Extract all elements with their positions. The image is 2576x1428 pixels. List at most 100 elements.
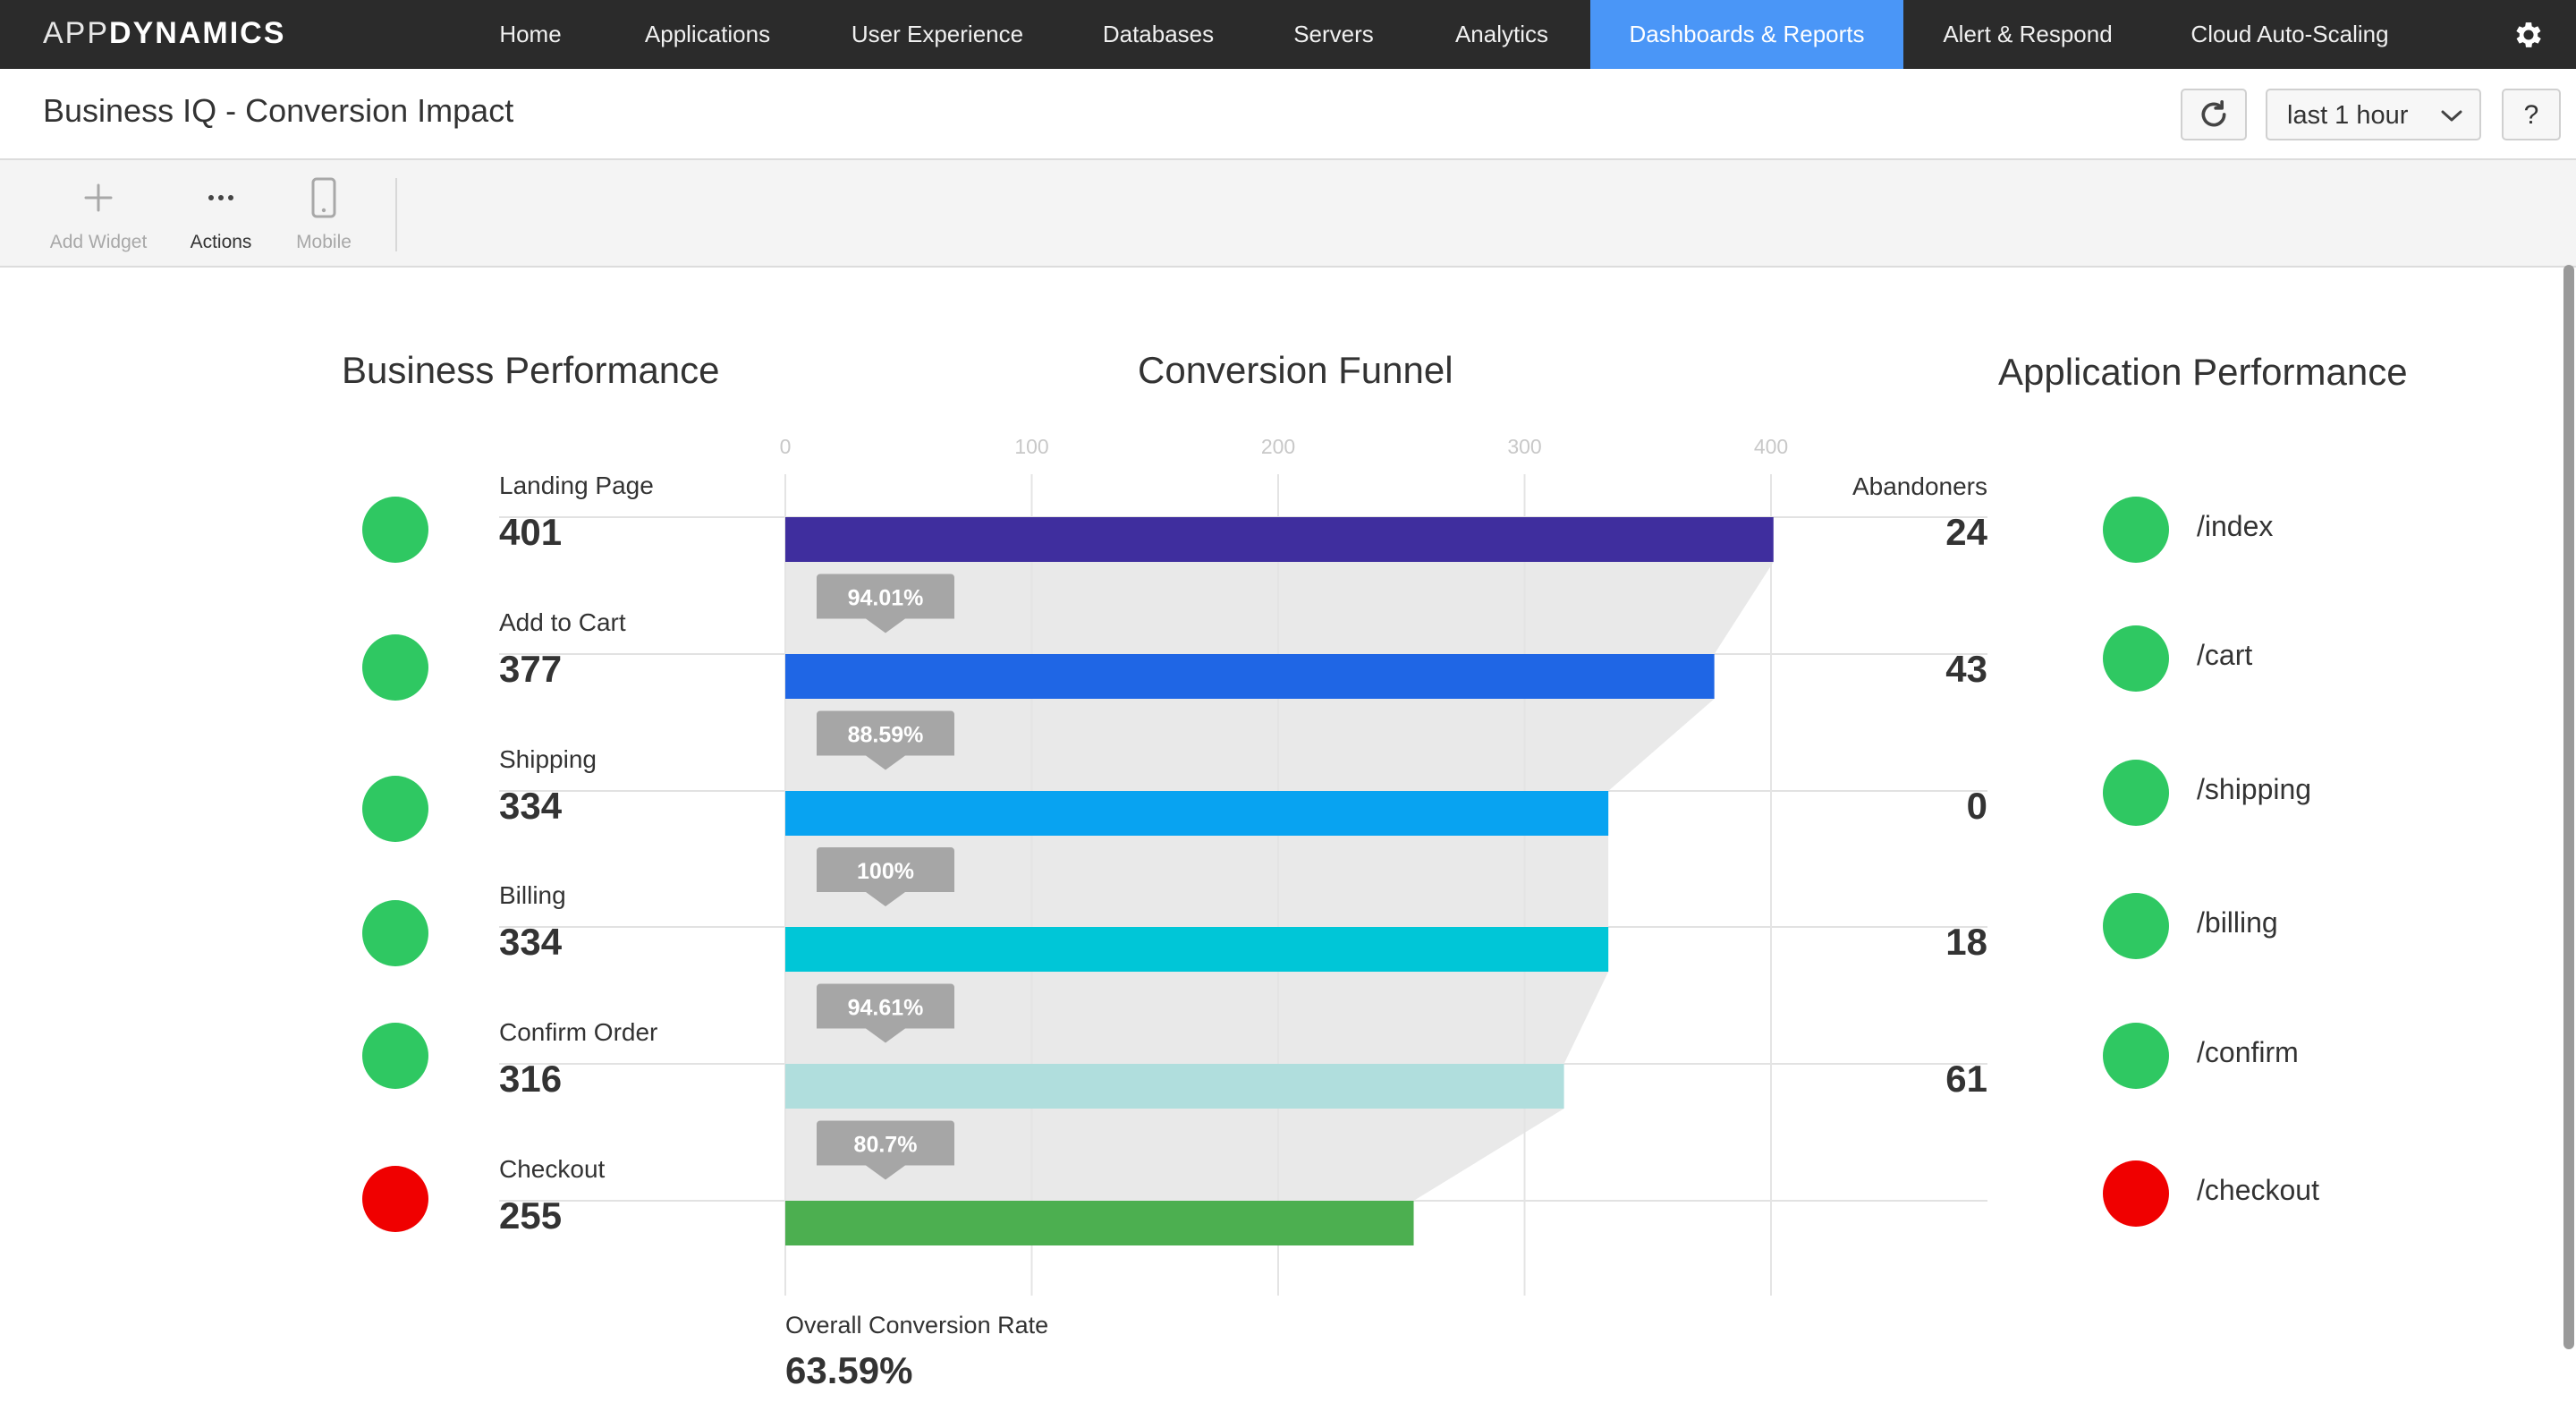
- x-tick-label: 400: [1754, 435, 1788, 458]
- nav-dashboards-reports[interactable]: Dashboards & Reports: [1590, 0, 1903, 69]
- nav-user-experience[interactable]: User Experience: [851, 21, 1024, 47]
- business-performance-title: Business Performance: [342, 349, 720, 391]
- step-label: Billing: [499, 881, 566, 909]
- conversion-rate-badge: [817, 1120, 954, 1180]
- actions-label: Actions: [190, 232, 252, 252]
- overall-conversion-rate-label: Overall Conversion Rate: [785, 1312, 1049, 1339]
- funnel-bar: [785, 927, 1609, 972]
- business-status-dot: [362, 1023, 428, 1089]
- conversion-rate-badge: [817, 847, 954, 906]
- help-button[interactable]: ?: [2502, 89, 2561, 140]
- app-endpoint-link[interactable]: /shipping: [2197, 773, 2312, 805]
- step-value: 401: [499, 511, 563, 553]
- nav-alert-respond[interactable]: Alert & Respond: [1943, 21, 2113, 47]
- app-status-dot: [2103, 1023, 2169, 1089]
- conversion-rate-badge: [817, 983, 954, 1043]
- abandoner-count: 0: [1966, 785, 1987, 827]
- app-status-dot: [2103, 1160, 2169, 1227]
- step-value: 377: [499, 648, 563, 690]
- nav-cloud-auto-scaling[interactable]: Cloud Auto-Scaling: [2190, 21, 2389, 47]
- funnel-connector: [785, 836, 1609, 927]
- plus-icon: [84, 183, 113, 212]
- step-label: Checkout: [499, 1155, 606, 1183]
- app-status-dot: [2103, 625, 2169, 692]
- refresh-button[interactable]: [2181, 89, 2247, 140]
- add-widget-label: Add Widget: [49, 232, 148, 252]
- conversion-rate-label: 80.7%: [854, 1133, 918, 1158]
- app-status-dot: [2103, 893, 2169, 959]
- conversion-rate-label: 88.59%: [848, 723, 924, 748]
- conversion-rate-label: 100%: [857, 859, 914, 884]
- conversion-rate-label: 94.01%: [848, 586, 924, 611]
- actions-button[interactable]: Actions: [158, 174, 284, 253]
- title-bar: Business IQ - Conversion Impact last 1 h…: [0, 69, 2576, 160]
- funnel-connector: [785, 972, 1609, 1064]
- abandoner-count: 24: [1945, 511, 1987, 553]
- business-status-dot: [362, 900, 428, 966]
- abandoner-count: 18: [1945, 921, 1987, 963]
- conversion-rate-badge: [817, 710, 954, 770]
- x-tick-label: 0: [780, 435, 792, 458]
- funnel-connector: [785, 1109, 1564, 1201]
- abandoners-label: Abandoners: [1852, 472, 1987, 500]
- mobile-phone-icon: [311, 177, 336, 218]
- funnel-bar: [785, 1201, 1414, 1245]
- app-endpoint-link[interactable]: /checkout: [2197, 1174, 2319, 1206]
- app-endpoint-link[interactable]: /billing: [2197, 906, 2278, 939]
- step-value: 255: [499, 1194, 563, 1237]
- help-label: ?: [2523, 100, 2539, 130]
- app-endpoint-link[interactable]: /confirm: [2197, 1036, 2299, 1068]
- refresh-icon: [2201, 100, 2226, 127]
- step-value: 334: [499, 921, 563, 963]
- more-dots-icon: [208, 195, 233, 200]
- abandoner-count: 61: [1945, 1058, 1987, 1100]
- toolbar-divider: [395, 178, 397, 251]
- nav-servers[interactable]: Servers: [1293, 21, 1374, 47]
- application-performance-title: Application Performance: [1998, 351, 2408, 393]
- step-label: Shipping: [499, 745, 597, 773]
- nav-home[interactable]: Home: [499, 21, 562, 47]
- page-title: Business IQ - Conversion Impact: [43, 92, 514, 129]
- funnel-connector: [785, 699, 1715, 791]
- funnel-bar: [785, 791, 1609, 836]
- conversion-rate-label: 94.61%: [848, 996, 924, 1021]
- top-nav: APPDYNAMICS Home Applications User Exper…: [0, 0, 2576, 69]
- mobile-button[interactable]: Mobile: [261, 174, 386, 253]
- app-endpoint-link[interactable]: /cart: [2197, 639, 2253, 671]
- x-tick-label: 300: [1507, 435, 1541, 458]
- dashboard-toolbar: Add Widget Actions Mobile: [0, 160, 2576, 268]
- funnel-bar: [785, 517, 1774, 562]
- chevron-down-icon: [2441, 110, 2462, 122]
- brand-logo[interactable]: APPDYNAMICS: [43, 16, 286, 50]
- step-label: Landing Page: [499, 472, 654, 499]
- x-tick-label: 200: [1261, 435, 1295, 458]
- nav-databases[interactable]: Databases: [1102, 21, 1215, 47]
- vertical-scrollbar[interactable]: [2563, 265, 2574, 1349]
- business-status-dot: [362, 634, 428, 701]
- step-label: Add to Cart: [499, 608, 626, 636]
- overall-conversion-rate-value: 63.59%: [785, 1349, 913, 1391]
- nav-applications[interactable]: Applications: [644, 21, 771, 47]
- add-widget-button[interactable]: Add Widget: [36, 174, 161, 253]
- nav-analytics[interactable]: Analytics: [1454, 21, 1549, 47]
- conversion-rate-badge: [817, 574, 954, 633]
- mobile-label: Mobile: [296, 232, 352, 252]
- business-status-dot: [362, 1166, 428, 1232]
- time-range-label: last 1 hour: [2287, 101, 2409, 130]
- step-value: 334: [499, 785, 563, 827]
- app-endpoint-link[interactable]: /index: [2197, 510, 2274, 542]
- time-range-dropdown[interactable]: last 1 hour: [2266, 89, 2481, 140]
- app-status-dot: [2103, 760, 2169, 826]
- x-tick-label: 100: [1014, 435, 1048, 458]
- abandoner-count: 43: [1945, 648, 1987, 690]
- business-status-dot: [362, 497, 428, 563]
- funnel-bar: [785, 654, 1715, 699]
- step-value: 316: [499, 1058, 563, 1100]
- gear-icon[interactable]: [2512, 18, 2546, 52]
- business-status-dot: [362, 776, 428, 842]
- app-status-dot: [2103, 497, 2169, 563]
- funnel-bar: [785, 1064, 1564, 1109]
- step-label: Confirm Order: [499, 1018, 658, 1046]
